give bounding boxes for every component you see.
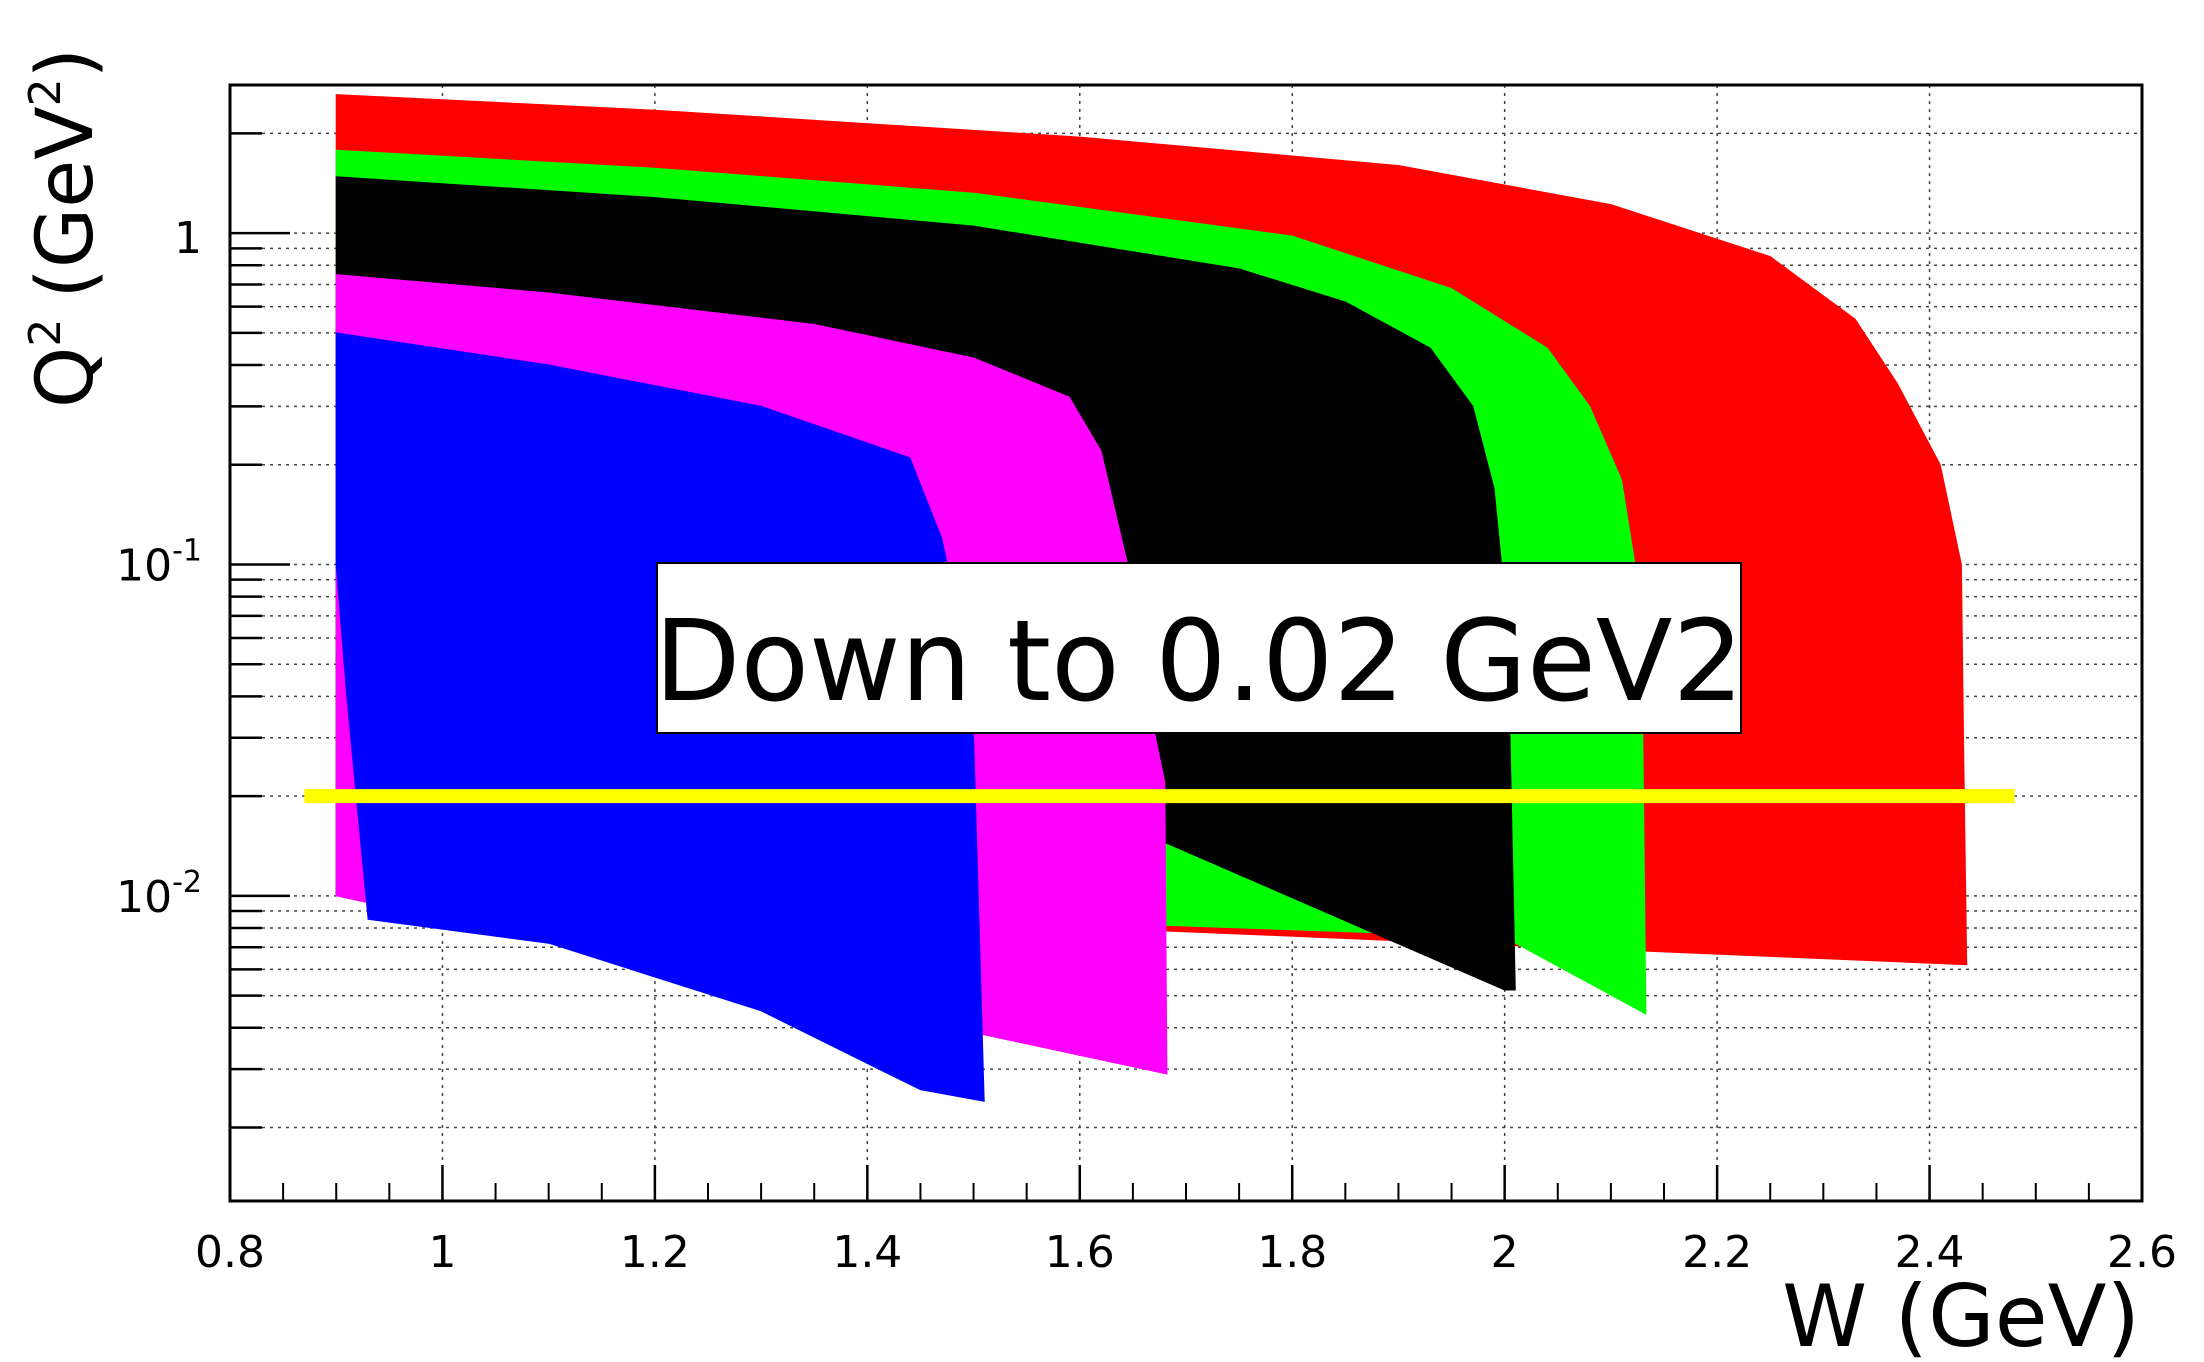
x-tick-label: 2 [1491, 1227, 1519, 1278]
y-tick-label-exponent: -1 [172, 534, 202, 569]
y-tick-label: 10-1 [116, 534, 202, 592]
annotation-box-frame [656, 562, 1742, 734]
x-tick-label: 2.2 [1682, 1227, 1752, 1278]
y-tick-label-base: 10 [116, 541, 172, 592]
annotation-text: Down to 0.02 GeV2 [654, 597, 1744, 727]
y-tick-label-exponent: -2 [172, 865, 202, 900]
x-tick-labels: 0.8 1 1.2 1.4 1.6 1.8 2 2.2 2.4 2.6 [195, 1227, 2177, 1278]
y-tick-label-base: 10 [116, 872, 172, 923]
y-axis-label-unit: (GeV [21, 106, 111, 298]
x-axis-label: W (GeV) [1782, 1267, 2140, 1362]
y-tick-label: 10-2 [116, 865, 202, 923]
x-tick-label: 1.4 [832, 1227, 902, 1278]
y-axis-label: Q2(GeV2) [20, 48, 111, 408]
y-axis-label-close: ) [21, 48, 111, 78]
axis-ticks [228, 132, 2144, 1201]
x-tick-label: 2.4 [1895, 1227, 1965, 1278]
x-tick-label: 1 [428, 1227, 456, 1278]
y-tick-label: 1 [174, 213, 202, 264]
annotation-box: Down to 0.02 GeV2 [654, 562, 1744, 734]
x-tick-label: 0.8 [195, 1227, 265, 1278]
y-axis-label-unit-sup: 2 [20, 78, 71, 106]
x-tick-label: 1.2 [620, 1227, 690, 1278]
plot-frame [228, 83, 2144, 1203]
x-tick-label: 1.6 [1045, 1227, 1115, 1278]
y-tick-labels: 110-110-2 [116, 213, 202, 923]
y-axis-label-sup: 2 [20, 319, 71, 347]
x-tick-label: 1.8 [1257, 1227, 1327, 1278]
x-tick-label: 2.6 [2107, 1227, 2177, 1278]
y-axis-label-symbol: Q [21, 347, 111, 408]
